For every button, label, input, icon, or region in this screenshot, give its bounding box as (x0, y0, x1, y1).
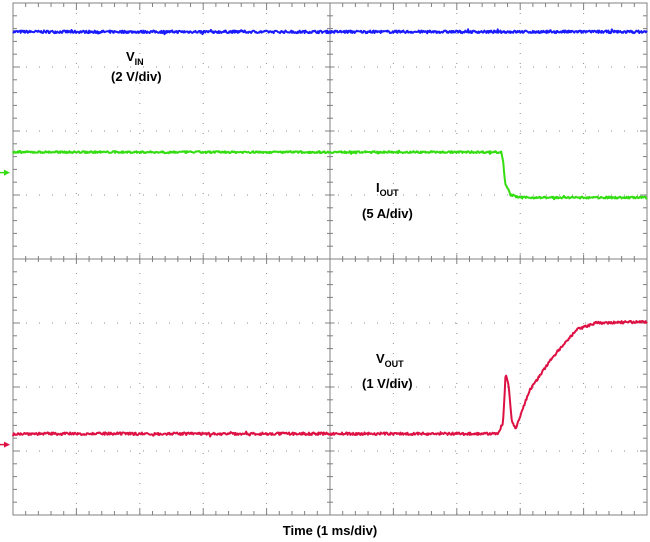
iout-scale-label: (5 A/div) (362, 206, 413, 221)
vin-scale-label: (2 V/div) (111, 69, 162, 84)
trace-1 (12, 149, 648, 201)
vout-label: VOUT (376, 351, 404, 369)
vin-label: VIN (126, 49, 144, 67)
channel-marker-1 (4, 169, 10, 176)
channel-marker-2 (4, 441, 10, 448)
vout-scale-label: (1 V/div) (362, 376, 413, 391)
iout-label: IOUT (376, 180, 399, 198)
traces (12, 28, 648, 438)
channel-markers (0, 169, 10, 448)
graticule (12, 2, 648, 516)
trace-0 (12, 28, 648, 36)
trace-2 (12, 319, 648, 438)
x-axis-label: Time (1 ms/div) (283, 523, 377, 538)
